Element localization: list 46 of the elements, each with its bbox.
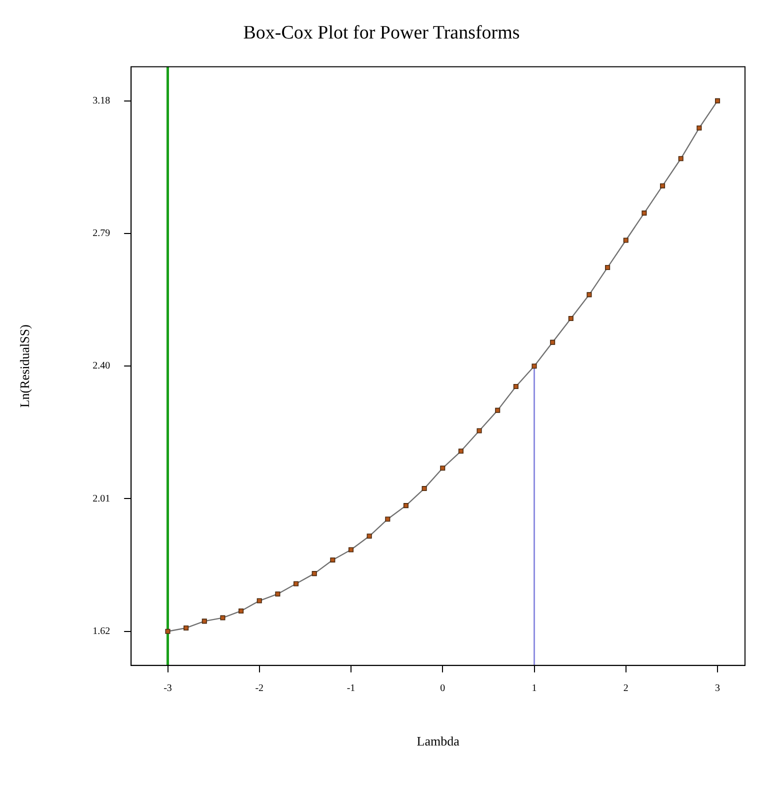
- y-tick-label: 2.79: [92, 228, 110, 240]
- point: [678, 156, 684, 162]
- point: [495, 408, 500, 413]
- point: [403, 503, 408, 508]
- point: [385, 516, 390, 522]
- point: [623, 238, 628, 243]
- x-tick-label: 2: [623, 683, 628, 694]
- point: [586, 292, 592, 298]
- point: [532, 364, 537, 369]
- point: [568, 316, 574, 322]
- point: [184, 625, 189, 631]
- point: [440, 466, 446, 471]
- point: [294, 581, 299, 586]
- point: [660, 183, 666, 188]
- y-tick-label: 1.62: [92, 626, 110, 638]
- point: [220, 615, 226, 620]
- y-tick-label: 2.01: [92, 493, 110, 504]
- point: [330, 557, 336, 562]
- point: [202, 618, 207, 624]
- point: [348, 547, 354, 552]
- point: [165, 628, 170, 634]
- point: [642, 210, 647, 216]
- y-tick-label: 2.40: [92, 360, 110, 372]
- y-axis-title: Ln(ResidualSS): [17, 324, 32, 408]
- point: [366, 534, 372, 539]
- point: [238, 608, 244, 614]
- x-tick-label: -1: [346, 683, 356, 694]
- point: [714, 98, 720, 104]
- x-tick-label: 0: [440, 683, 446, 694]
- x-tick-label: 1: [532, 683, 537, 694]
- x-axis-title: Lambda: [416, 734, 460, 749]
- point: [476, 428, 482, 434]
- chart-title: Box-Cox Plot for Power Transforms: [243, 22, 520, 44]
- y-tick-label: 3.18: [92, 95, 110, 106]
- x-tick-label: 3: [715, 683, 720, 694]
- point: [513, 384, 518, 390]
- point: [422, 486, 427, 492]
- point: [458, 448, 464, 454]
- x-tick-label: -2: [255, 683, 264, 694]
- point: [256, 598, 262, 604]
- point: [696, 126, 702, 131]
- x-tick-label: -3: [164, 683, 172, 694]
- point: [312, 571, 317, 576]
- point: [550, 340, 556, 345]
- point: [605, 264, 610, 270]
- point: [275, 591, 280, 596]
